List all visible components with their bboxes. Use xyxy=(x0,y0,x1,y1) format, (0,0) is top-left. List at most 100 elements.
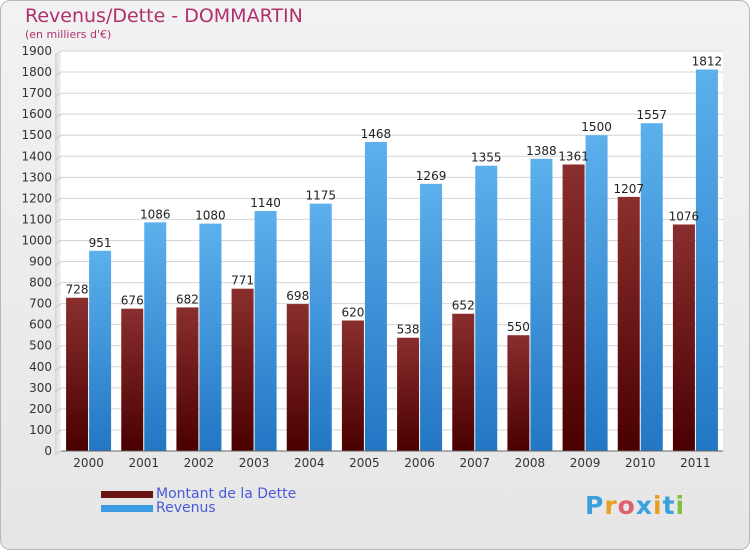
y-tick-label: 1200 xyxy=(21,191,52,205)
bar-revenus xyxy=(530,158,553,451)
y-tick-label: 400 xyxy=(29,360,52,374)
bar-dette xyxy=(176,307,199,451)
y-tick-label: 200 xyxy=(29,402,52,416)
chart-subtitle: (en milliers d'€) xyxy=(25,28,112,41)
y-tick-label: 1300 xyxy=(21,170,52,184)
gridline-wall xyxy=(54,134,62,140)
gridline-wall xyxy=(54,324,62,330)
bar-revenus xyxy=(309,203,332,451)
x-tick-label: 2006 xyxy=(404,456,435,470)
gridline-wall xyxy=(54,387,62,393)
gridline-wall xyxy=(54,429,62,435)
gridline-wall xyxy=(54,219,62,224)
y-tick-label: 1900 xyxy=(21,44,52,58)
bar-revenus xyxy=(475,165,498,451)
x-tick-label: 2004 xyxy=(294,456,325,470)
gridline-wall xyxy=(54,71,62,77)
proxiti-logo: Proxiti xyxy=(585,491,685,520)
y-tick-label: 600 xyxy=(29,318,52,332)
data-label-dette: 550 xyxy=(507,320,530,334)
x-tick-label: 2002 xyxy=(184,456,215,470)
logo-letter: P xyxy=(585,491,605,520)
plot-background xyxy=(61,51,723,451)
bar-dette xyxy=(452,313,475,451)
bar-dette xyxy=(617,196,640,451)
y-tick-label: 1000 xyxy=(21,233,52,247)
legend-item-revenus: Revenus xyxy=(101,501,296,515)
data-label-revenus: 1557 xyxy=(636,108,667,122)
y-tick-label: 1700 xyxy=(21,86,52,100)
data-label-dette: 1207 xyxy=(613,182,644,196)
data-label-revenus: 1388 xyxy=(526,144,557,158)
data-label-revenus: 1140 xyxy=(250,196,281,210)
legend-label-dette: Montant de la Dette xyxy=(156,486,297,502)
bar-revenus xyxy=(585,135,608,452)
y-tick-label: 500 xyxy=(29,339,52,353)
bar-revenus xyxy=(420,183,443,451)
bar-dette xyxy=(286,304,309,451)
legend-swatch-revenus xyxy=(101,504,153,512)
logo-letter: r xyxy=(604,491,618,520)
gridline-wall xyxy=(54,50,62,56)
logo-letter: t xyxy=(662,491,676,520)
gridline-wall xyxy=(54,345,62,351)
logo-letter: o xyxy=(617,491,636,520)
gridline-wall xyxy=(54,92,62,98)
gridline-wall xyxy=(54,113,62,119)
data-label-revenus: 1355 xyxy=(471,151,502,165)
bar-revenus xyxy=(364,141,387,451)
legend-label-revenus: Revenus xyxy=(156,500,216,516)
x-tick-label: 2001 xyxy=(128,456,159,470)
data-label-dette: 682 xyxy=(176,292,199,306)
bar-revenus xyxy=(199,223,222,451)
data-label-revenus: 1080 xyxy=(195,209,226,223)
logo-letter: i xyxy=(653,491,663,520)
bar-revenus xyxy=(640,123,663,452)
gridline-wall xyxy=(54,450,62,456)
gridline-wall xyxy=(54,176,62,182)
logo-letter: x xyxy=(635,491,653,520)
legend-swatch-dette xyxy=(101,490,153,498)
y-tick-label: 1100 xyxy=(21,212,52,226)
data-label-revenus: 1468 xyxy=(361,127,392,141)
y-tick-label: 1800 xyxy=(21,65,52,79)
x-tick-label: 2009 xyxy=(570,456,601,470)
gridline-wall xyxy=(54,408,62,414)
gridline-wall xyxy=(54,282,62,287)
data-label-revenus: 1086 xyxy=(140,207,171,221)
x-tick-label: 2011 xyxy=(680,456,711,470)
chart-legend: Montant de la Dette Revenus xyxy=(101,487,296,515)
bar-revenus xyxy=(695,69,718,452)
bar-revenus xyxy=(89,250,112,451)
x-tick-label: 2010 xyxy=(625,456,656,470)
x-tick-label: 2000 xyxy=(73,456,104,470)
bar-dette xyxy=(672,224,695,451)
axis-wall xyxy=(55,51,61,455)
bar-revenus xyxy=(254,211,277,451)
gridline-wall xyxy=(54,366,62,372)
bar-revenus xyxy=(144,222,167,451)
gridline-wall xyxy=(54,261,62,266)
data-label-revenus: 1269 xyxy=(416,169,447,183)
gridline-wall xyxy=(54,155,62,161)
gridline-wall xyxy=(54,240,62,245)
data-label-dette: 652 xyxy=(452,299,475,313)
y-tick-label: 1600 xyxy=(21,107,52,121)
bar-dette xyxy=(507,335,530,451)
x-tick-label: 2008 xyxy=(515,456,546,470)
y-tick-label: 100 xyxy=(29,423,52,437)
data-label-dette: 676 xyxy=(121,294,144,308)
data-label-revenus: 951 xyxy=(89,236,112,250)
bar-dette xyxy=(231,288,254,451)
y-tick-label: 900 xyxy=(29,255,52,269)
data-label-dette: 1076 xyxy=(669,209,700,223)
data-label-revenus: 1175 xyxy=(305,189,336,203)
y-tick-label: 0 xyxy=(44,444,52,458)
data-label-dette: 771 xyxy=(231,274,254,288)
data-label-dette: 620 xyxy=(341,305,364,319)
x-tick-label: 2005 xyxy=(349,456,380,470)
data-label-dette: 728 xyxy=(66,283,89,297)
gridline-wall xyxy=(54,303,62,309)
